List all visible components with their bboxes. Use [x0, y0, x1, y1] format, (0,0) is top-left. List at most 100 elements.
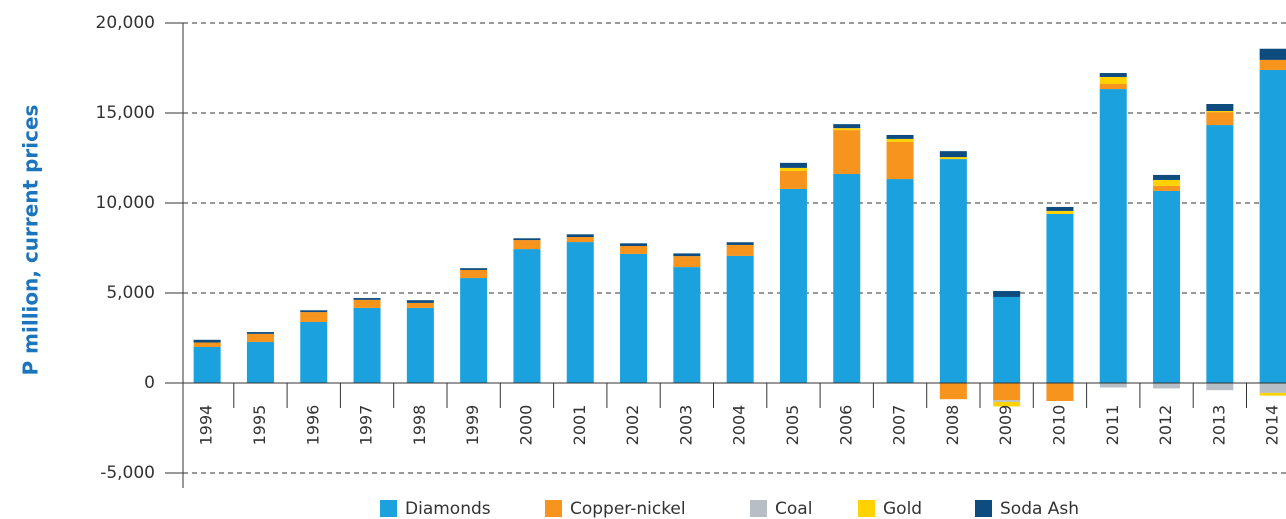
y-tick-label: 20,000: [96, 13, 155, 33]
legend-swatch: [750, 500, 767, 517]
x-tick-label: 1994: [197, 405, 216, 446]
x-tick-label: 2011: [1103, 405, 1122, 446]
y-tick-label: 0: [144, 373, 155, 393]
legend-swatch: [545, 500, 562, 517]
bar-segment: [246, 332, 274, 334]
legend-swatch: [975, 500, 992, 517]
bar-segment: [779, 162, 807, 168]
bar-segment: [1046, 210, 1074, 214]
bar-segment: [1153, 185, 1181, 191]
bar-segment: [193, 342, 221, 347]
bar-segment: [1099, 89, 1127, 383]
x-tick-label: 2010: [1049, 405, 1068, 446]
bar-segment: [833, 128, 861, 131]
x-tick-label: 1996: [303, 405, 322, 446]
x-tick-label: 2005: [783, 405, 802, 446]
bar-segment: [1206, 111, 1234, 113]
bar-segment: [460, 269, 488, 279]
bar-segment: [353, 307, 381, 383]
legend-swatch: [380, 500, 397, 517]
bar-segment: [300, 312, 328, 322]
x-tick-label: 1998: [410, 405, 429, 446]
bar-segment: [566, 242, 594, 383]
bar-segment: [246, 333, 274, 342]
bar-segment: [353, 298, 381, 300]
bar-segment: [1153, 174, 1181, 180]
x-tick-label: 2009: [996, 405, 1015, 446]
bar-segment: [460, 268, 488, 270]
x-tick-label: 1997: [357, 405, 376, 446]
bar-segment: [193, 347, 221, 383]
bar-segment: [833, 174, 861, 383]
bar-segment: [300, 310, 328, 313]
x-tick-label: 2006: [836, 405, 855, 446]
bar-segment: [406, 302, 434, 308]
x-tick-label: 2001: [570, 405, 589, 446]
legend-label: Coal: [775, 499, 812, 519]
x-tick-label: 2000: [516, 405, 535, 446]
bar-segment: [566, 234, 594, 238]
bar-segment: [1153, 190, 1181, 383]
bar-segment: [1259, 69, 1286, 383]
bar-segment: [193, 339, 221, 343]
bar-segment: [620, 243, 648, 247]
bar-segment: [1046, 213, 1074, 383]
x-tick-label: 2014: [1263, 405, 1282, 446]
y-axis-label: P million, current prices: [19, 105, 43, 376]
bar-segment: [1153, 383, 1181, 389]
bar-segment: [513, 240, 541, 250]
bar-segment: [1099, 84, 1127, 90]
bar-segment: [353, 299, 381, 308]
bar-segment: [1046, 206, 1074, 211]
bar-segment: [513, 249, 541, 383]
bar-segment: [939, 383, 967, 400]
bar-segment: [993, 400, 1021, 402]
bar-segment: [1099, 77, 1127, 85]
y-tick-label: 5,000: [106, 283, 155, 303]
legend-label: Soda Ash: [1000, 499, 1079, 519]
bar-segment: [1259, 59, 1286, 70]
bar-segment: [939, 151, 967, 158]
bar-segment: [673, 253, 701, 257]
bar-segment: [1046, 383, 1074, 401]
bar-segment: [1206, 383, 1234, 391]
bar-segment: [620, 253, 648, 383]
x-tick-label: 2002: [623, 405, 642, 446]
legend-label: Gold: [883, 499, 922, 519]
bar-segment: [566, 237, 594, 243]
legend-label: Diamonds: [405, 499, 491, 519]
bar-segment: [1206, 125, 1234, 383]
bar-segment: [993, 401, 1021, 407]
bar-segment: [406, 300, 434, 303]
bar-segment: [886, 179, 914, 383]
bar-segment: [726, 242, 754, 245]
bar-segment: [620, 246, 648, 254]
bar-segment: [993, 383, 1021, 401]
x-tick-label: 2007: [890, 405, 909, 446]
x-tick-label: 2013: [1209, 405, 1228, 446]
bar-segment: [1259, 383, 1286, 393]
bar-segment: [1259, 392, 1286, 396]
bar-segment: [246, 341, 274, 383]
x-tick-label: 2012: [1156, 405, 1175, 446]
bar-segment: [513, 238, 541, 241]
bar-segment: [993, 296, 1021, 383]
bar-segment: [939, 159, 967, 383]
bar-segment: [1206, 104, 1234, 112]
y-tick-label: 15,000: [96, 103, 155, 123]
y-tick-label: -5,000: [100, 463, 155, 483]
bar-segment: [779, 170, 807, 189]
bar-segment: [726, 255, 754, 383]
bar-segment: [833, 124, 861, 129]
bar-segment: [886, 141, 914, 180]
bar-segment: [779, 167, 807, 171]
bar-segment: [1099, 73, 1127, 77]
bar-segment: [833, 130, 861, 175]
bar-segment: [939, 157, 967, 160]
bar-segment: [1206, 112, 1234, 126]
x-tick-label: 2003: [676, 405, 695, 446]
bar-segment: [460, 278, 488, 383]
bar-segment: [886, 134, 914, 139]
bar-segment: [886, 138, 914, 142]
